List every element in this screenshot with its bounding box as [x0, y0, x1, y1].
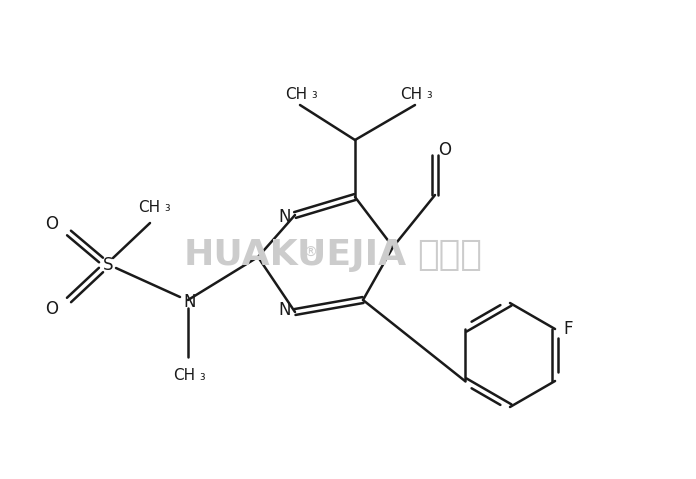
Text: ₃: ₃	[199, 369, 205, 383]
Text: CH: CH	[173, 368, 195, 384]
Text: ®: ®	[303, 246, 317, 260]
Text: S: S	[103, 256, 113, 274]
Text: O: O	[45, 300, 58, 318]
Text: CH: CH	[285, 87, 307, 102]
Text: F: F	[563, 320, 573, 338]
Text: CH: CH	[138, 199, 160, 215]
Text: ₃: ₃	[164, 200, 170, 214]
Text: ₃: ₃	[426, 87, 432, 101]
Text: N: N	[279, 301, 291, 319]
Text: N: N	[279, 208, 291, 226]
Text: N: N	[184, 293, 196, 311]
Text: O: O	[45, 215, 58, 233]
Text: HUAKUEJIA: HUAKUEJIA	[184, 238, 406, 272]
Text: CH: CH	[400, 87, 422, 102]
Text: O: O	[438, 141, 452, 159]
Text: 化学加: 化学加	[418, 238, 482, 272]
Text: ₃: ₃	[311, 87, 317, 101]
